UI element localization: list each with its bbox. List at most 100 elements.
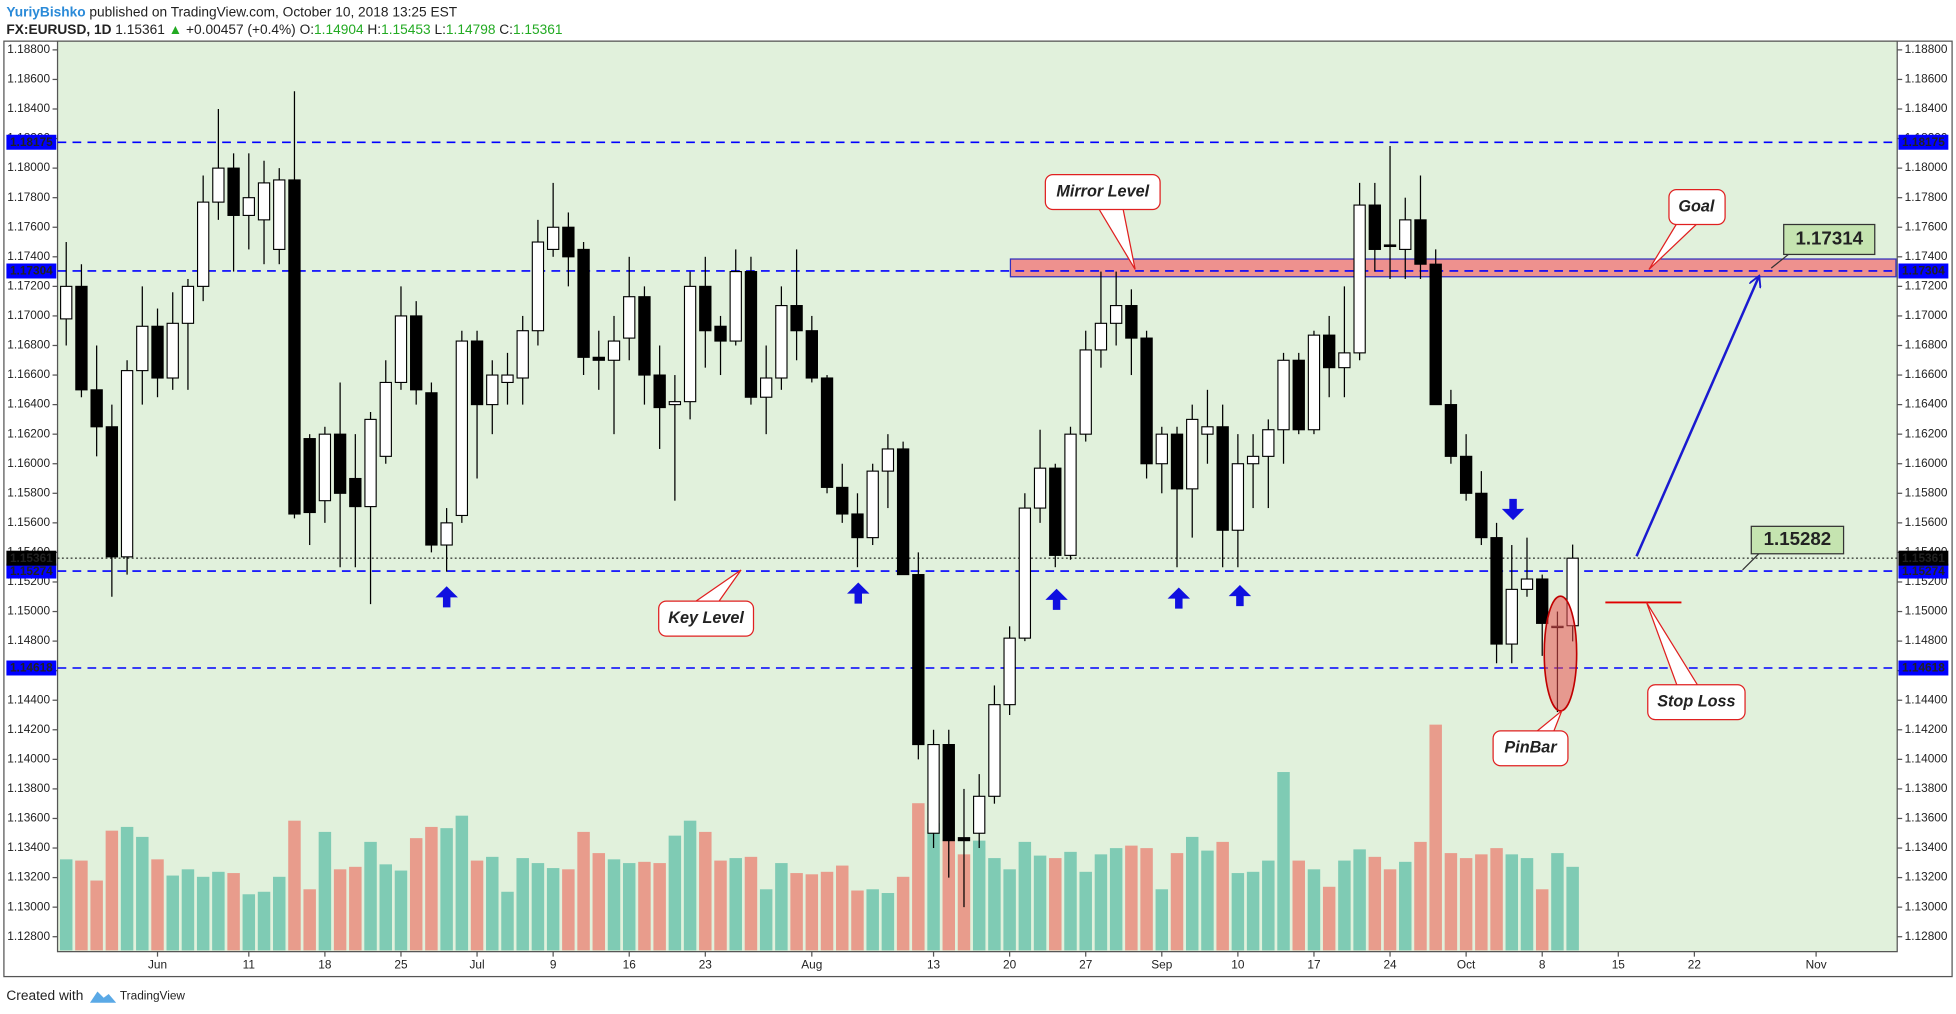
candle-body [820,377,834,488]
y-tick-label: 1.13600 [1905,811,1948,825]
y-tick-label: 1.16800 [1905,338,1948,352]
y-tick-label: 1.14800 [7,633,50,647]
callout-box [658,600,755,637]
volume-bar [1246,871,1260,951]
y-tick-label: 1.13000 [1905,899,1948,913]
candle-body [227,167,240,216]
candle-body [653,374,666,409]
volume-bar [1262,860,1275,951]
x-tick-label: 16 [623,957,637,971]
y-tick-label: 1.16000 [7,456,50,470]
volume-bar [409,838,423,951]
y-tick-label: 1.18400 [1905,101,1948,115]
x-tick-label: 17 [1307,957,1320,971]
candle-body [1246,455,1260,465]
footer-brand[interactable]: TradingView [120,989,186,1003]
candle-body [1094,322,1108,351]
level-label-bg [6,660,57,676]
volume-bar [668,835,682,951]
candle-body [1033,467,1047,509]
candle-body [1140,337,1153,465]
candle-body [1186,418,1199,490]
volume-bar [273,876,286,951]
up-arrow [1045,588,1068,610]
x-tick-label: Oct [1457,957,1476,971]
y-tick-label: 1.15800 [1905,485,1948,499]
volume-bar [90,880,103,951]
x-tick-label: 8 [1539,957,1546,971]
candle-body [790,305,803,332]
volume-bar [653,863,666,951]
level-label: 1.17304 [1902,264,1945,278]
volume-bar [851,890,864,951]
candle-body [1490,537,1503,645]
candle-body [942,744,955,842]
x-tick-label: 15 [1612,957,1626,971]
volume-bar [318,831,332,951]
candle-body [638,296,651,376]
candle-body [1018,507,1032,639]
candle-body [470,340,484,406]
x-tick-label: 20 [1003,957,1017,971]
x-tick-label: 23 [699,957,713,971]
candle-body [1109,305,1123,324]
volume-bar [820,871,834,951]
x-tick-label: 18 [318,957,332,971]
level-label-bg [6,550,57,566]
volume-bar [836,865,849,951]
candle-body [957,837,971,842]
x-tick-label: Jun [148,957,167,971]
candle-body [1444,404,1458,457]
candle-body [1170,433,1184,490]
volume-bar [1140,848,1153,951]
volume-bar [577,831,590,951]
volume-bar [1155,889,1169,951]
y-tick-label: 1.16200 [7,426,50,440]
volume-bar [151,859,164,951]
logo [89,991,117,1003]
candle-body [866,470,879,539]
y-tick-label: 1.12800 [7,929,50,943]
volume-bar [1535,889,1549,951]
last: 1.15361 [115,22,165,37]
y-tick-label: 1.16400 [1905,397,1948,411]
y-tick-label: 1.15600 [7,515,50,529]
candle-body [912,574,925,746]
candle-body [1368,204,1382,250]
y-tick-label: 1.18800 [1905,42,1948,56]
arrows [435,498,1525,610]
y-tick-label: 1.18000 [1905,160,1948,174]
candle-body [303,438,316,514]
annotation: Goal [1678,197,1715,215]
candle-body [973,795,986,834]
y-tick-label: 1.17000 [1905,308,1948,322]
volume-bar [379,864,392,951]
volume-bar [1125,845,1138,951]
candle-body [1307,334,1321,431]
candle-body [455,340,469,517]
volume-bar [1033,855,1047,951]
volume-bar [1368,856,1382,951]
candle-body [729,271,742,342]
down-arrow [1501,498,1525,521]
l-value: 1.14798 [446,22,496,37]
volume-bar [546,868,560,951]
volume-bar [972,840,986,951]
y-tick-label: 1.17600 [7,219,50,233]
pinbar-ellipse [1543,595,1578,712]
candle-body [1079,349,1092,435]
candle-body [1231,463,1245,531]
y-tick-label: 1.17400 [7,249,50,263]
candle-body [425,392,438,546]
volume-bar [729,858,742,951]
y-tick-label: 1.16000 [1905,456,1948,470]
volume-bar [622,863,636,951]
author[interactable]: YuriyBishko [6,4,85,19]
candle-body [1353,204,1366,354]
x-tick-label: 10 [1231,957,1245,971]
symbol: FX:EURUSD, 1D [6,22,111,37]
candle-body [1505,588,1518,645]
y-tick-label: 1.16600 [1905,367,1948,381]
candle-body [486,374,499,406]
change: +0.00457 (+0.4%) [186,22,296,37]
